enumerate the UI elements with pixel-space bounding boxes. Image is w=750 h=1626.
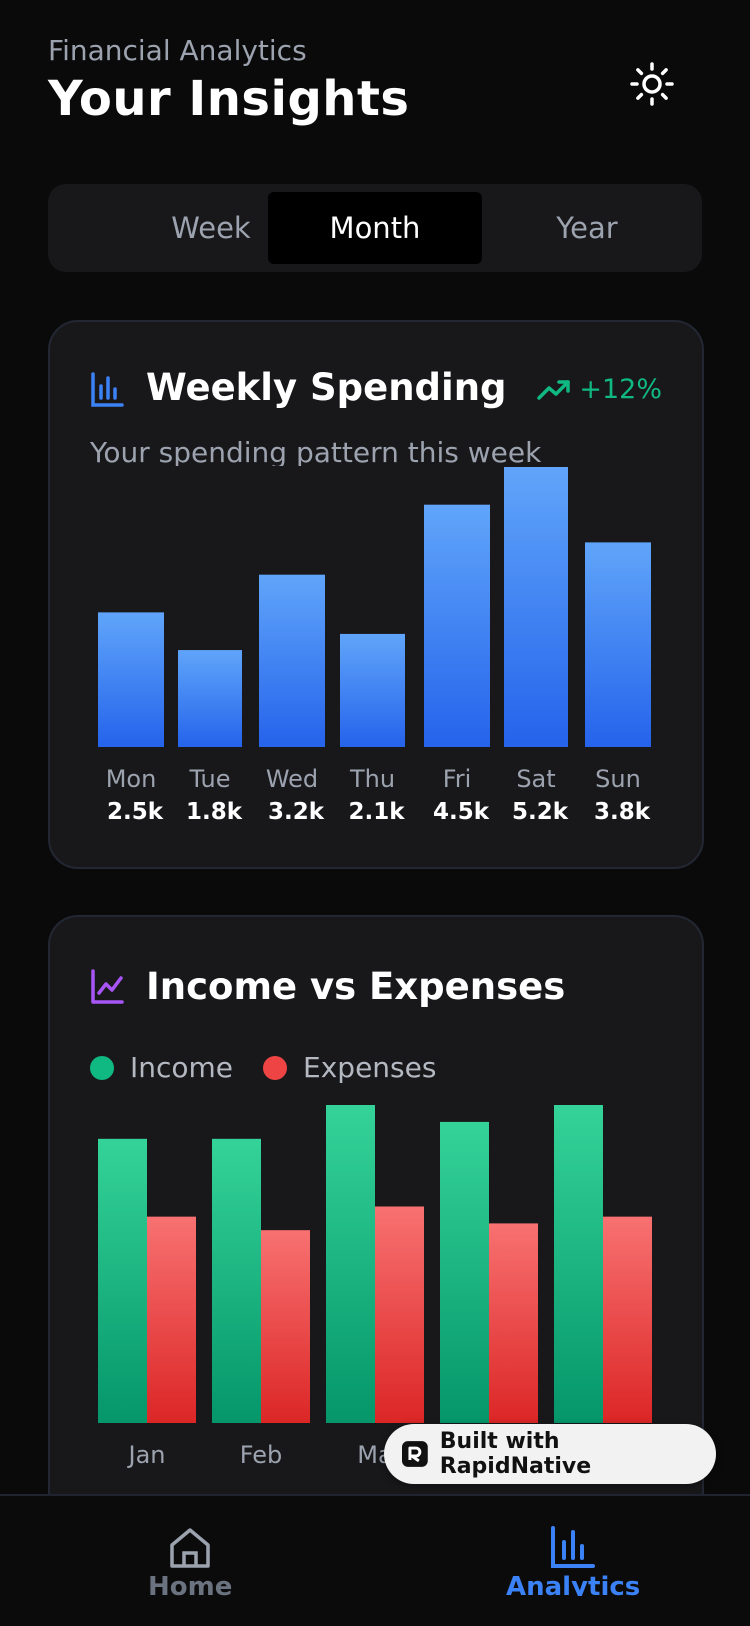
- expenses-legend-label: Expenses: [303, 1051, 437, 1084]
- weekly-day-label: Tue: [189, 765, 231, 793]
- trending-up-icon: [537, 379, 571, 400]
- badge-label: Built with RapidNative: [439, 1429, 592, 1479]
- period-selector: Week Month Year: [48, 184, 702, 272]
- tab-week[interactable]: Week: [171, 211, 251, 245]
- income-legend-label: Income: [130, 1051, 234, 1084]
- weekly-bar: [424, 504, 490, 747]
- nav-analytics[interactable]: Analytics: [506, 1526, 640, 1596]
- line-chart-icon: [91, 969, 124, 1004]
- nav-home-label: Home: [148, 1572, 233, 1596]
- expenses-bar: [489, 1223, 538, 1423]
- income-expenses-bar-chart: Jan Feb Ma: [98, 1105, 652, 1469]
- weekly-day-label: Sat: [516, 765, 555, 793]
- weekly-value-label: 3.2k: [268, 799, 325, 825]
- weekly-value-label: 5.2k: [512, 799, 569, 825]
- weekly-bar: [98, 612, 164, 747]
- chart-legend: Income Expenses: [90, 1051, 436, 1084]
- sun-icon: [630, 62, 674, 106]
- income-bar: [212, 1138, 261, 1423]
- expenses-legend-dot: [263, 1055, 288, 1080]
- weekly-bar-chart: Mon 2.5k Tue 1.8k Wed 3.2k Thu 2.1k Fri 4.5k Sat 5.…: [98, 467, 651, 825]
- weekly-bar: [504, 467, 568, 747]
- weekly-bar: [259, 574, 325, 747]
- nav-analytics-label: Analytics: [506, 1572, 641, 1596]
- weekly-day-label: Thu: [349, 765, 395, 793]
- nav-home[interactable]: Home: [148, 1526, 232, 1596]
- theme-toggle-button[interactable]: [630, 62, 674, 106]
- expenses-bar: [261, 1230, 310, 1423]
- weekly-value-label: 3.8k: [594, 799, 651, 825]
- income-bar: [326, 1105, 375, 1423]
- weekly-value-label: 2.1k: [348, 799, 405, 825]
- expenses-bar: [375, 1206, 424, 1423]
- month-label: Jan: [127, 1441, 166, 1469]
- bar-chart-icon: [91, 372, 124, 407]
- income-bar: [98, 1138, 147, 1423]
- home-icon: [170, 1528, 210, 1568]
- tab-year[interactable]: Year: [556, 211, 618, 245]
- trend-value: +12%: [579, 374, 662, 405]
- built-with-badge[interactable]: Built with RapidNative: [384, 1424, 716, 1484]
- analytics-icon: [551, 1526, 596, 1568]
- weekly-value-label: 4.5k: [433, 799, 490, 825]
- weekly-bar: [340, 633, 405, 747]
- weekly-value-label: 1.8k: [186, 799, 243, 825]
- weekly-card-title: Weekly Spending: [146, 366, 507, 409]
- weekly-card-description: Your spending pattern this week: [90, 436, 542, 466]
- expenses-bar: [603, 1216, 652, 1423]
- page-title: Your Insights: [48, 71, 410, 127]
- weekly-day-label: Sun: [595, 765, 641, 793]
- income-card-title: Income vs Expenses: [146, 965, 566, 1008]
- income-legend-dot: [90, 1055, 114, 1080]
- weekly-bar: [585, 542, 651, 747]
- income-expenses-card: Income vs Expenses Income Expenses Jan Fe…: [48, 915, 704, 1497]
- tab-month[interactable]: Month: [268, 192, 482, 264]
- bottom-nav: Home Analytics: [0, 1494, 750, 1626]
- month-label: Feb: [240, 1441, 283, 1469]
- weekly-spending-card: Weekly Spending +12% Your spending patte…: [48, 320, 704, 869]
- weekly-bar: [178, 650, 242, 747]
- income-bar: [554, 1105, 603, 1423]
- income-bar: [440, 1121, 489, 1423]
- page-subtitle: Financial Analytics: [48, 34, 307, 67]
- weekly-value-label: 2.5k: [107, 799, 164, 825]
- weekly-day-label: Mon: [106, 765, 157, 793]
- weekly-day-label: Fri: [443, 765, 472, 793]
- rapidnative-logo-icon: [402, 1441, 428, 1467]
- weekly-day-label: Wed: [266, 765, 318, 793]
- header: Financial Analytics Your Insights: [48, 34, 702, 127]
- trend-badge: +12%: [537, 374, 662, 405]
- expenses-bar: [147, 1216, 196, 1423]
